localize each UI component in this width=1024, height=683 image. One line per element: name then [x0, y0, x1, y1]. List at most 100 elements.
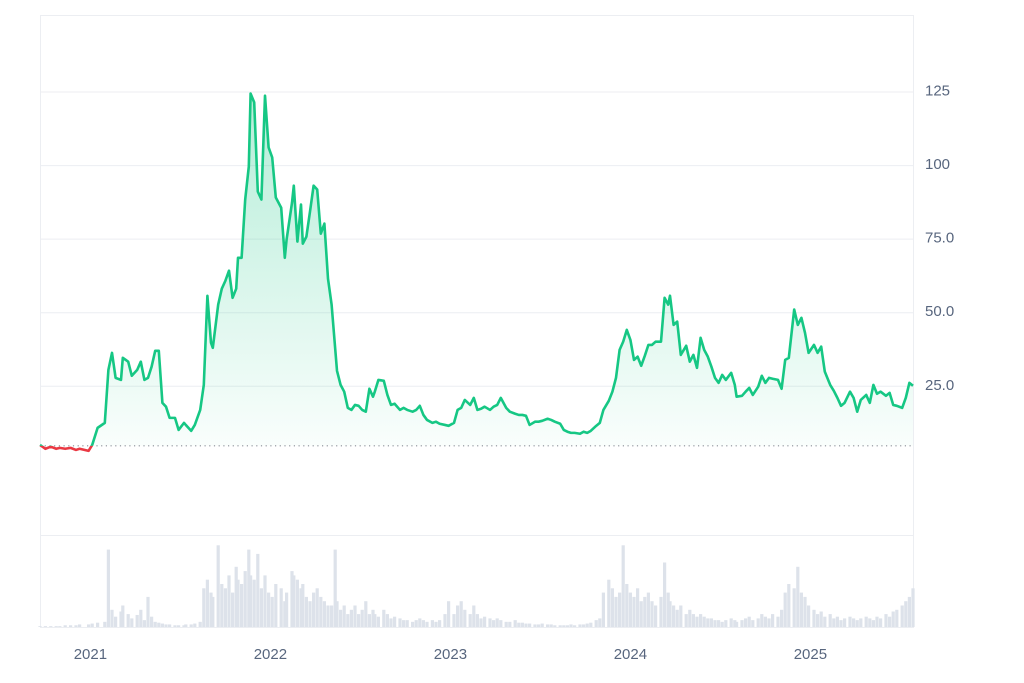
volume-bar [636, 588, 640, 627]
volume-bar [198, 621, 202, 627]
volume-bar [495, 618, 499, 627]
volume-bar [247, 549, 251, 627]
volume-bar [173, 625, 177, 627]
volume-bar [585, 623, 589, 627]
volume-bar [398, 618, 402, 627]
volume-bar [164, 624, 168, 627]
volume-bar [812, 609, 816, 627]
volume-bar [760, 614, 764, 627]
volume-bar [290, 571, 294, 627]
volume-bar [562, 625, 566, 627]
volume-bar [625, 584, 629, 627]
volume-bar [864, 616, 868, 627]
volume-bar [884, 614, 888, 627]
volume-bar [90, 623, 94, 627]
volume-bar [299, 588, 303, 627]
volume-bar [546, 624, 550, 627]
volume-bar [252, 579, 256, 627]
volume-bar [193, 623, 197, 627]
volume-bar [114, 616, 118, 627]
volume-bar [799, 592, 803, 627]
volume-bar [74, 625, 78, 627]
volume-bar [835, 616, 839, 627]
price-line-up [39, 92, 914, 446]
volume-bar [342, 605, 346, 627]
price-line [39, 92, 914, 453]
volume-bar [713, 620, 717, 627]
volume-bar [717, 620, 721, 627]
volume-bar [385, 614, 389, 627]
volume-bar [589, 622, 593, 627]
volume-bar [558, 625, 562, 627]
volume-bar [646, 592, 650, 627]
volume-bar [256, 553, 260, 627]
volume-bar [729, 618, 733, 627]
volume-bar [78, 624, 82, 627]
volume-bar [488, 618, 492, 627]
volume-bar [227, 575, 231, 627]
volume-bar [209, 592, 213, 627]
volume-bar [418, 618, 422, 627]
volume-bar [319, 596, 323, 627]
volume-bar [888, 616, 892, 627]
volume-bar [430, 620, 434, 627]
volume-bar [150, 616, 154, 627]
volume-bar [879, 618, 883, 627]
volume-bar [360, 609, 364, 627]
volume-bar [607, 579, 611, 627]
volume-bar [796, 566, 800, 627]
volume-bar [220, 584, 224, 627]
volume-bar [335, 601, 339, 627]
volume-bar [537, 624, 541, 627]
volume-bar [182, 625, 186, 627]
volume-bar [803, 596, 807, 627]
volume-bar [904, 601, 908, 627]
volume-bar [452, 614, 456, 627]
volume-bar [189, 624, 193, 627]
volume-bar [871, 620, 875, 627]
volume-bar [463, 609, 467, 627]
volume-bar [492, 620, 496, 627]
volume-bar [735, 621, 739, 627]
volume-bar [891, 611, 895, 627]
y-tick-label: 50.0 [925, 303, 954, 320]
x-tick-label: 2021 [74, 646, 107, 663]
y-tick-label: 125 [925, 82, 950, 99]
volume-bar [524, 623, 528, 627]
volume-bar [792, 588, 796, 627]
volume-bar [859, 618, 863, 627]
volume-bar [414, 620, 418, 627]
volume-bar [868, 618, 872, 627]
volume-bar [828, 614, 832, 627]
volume-bar [285, 592, 289, 627]
volume-bar [389, 618, 393, 627]
volume-bar [852, 618, 856, 627]
volume-bar [421, 620, 425, 627]
volume-bar [259, 588, 263, 627]
volume-bar [177, 625, 181, 627]
volume-bar [594, 620, 598, 627]
volume-bar [267, 592, 271, 627]
y-tick-label: 100 [925, 156, 950, 173]
y-tick-label: 75.0 [925, 230, 954, 247]
volume-bar [49, 626, 53, 627]
volume-bar [668, 601, 672, 627]
volume-bar [274, 584, 278, 627]
volume-bar [499, 620, 503, 627]
volume-bar [472, 605, 476, 627]
volume-bar [367, 614, 371, 627]
volume-bar [578, 624, 582, 627]
volume-bar [776, 616, 780, 627]
volume-bar [142, 620, 146, 627]
volume-bar [270, 596, 274, 627]
volume-bar [301, 584, 305, 627]
volume-bar [659, 596, 663, 627]
volume-bar [153, 621, 157, 627]
volume-bar [263, 575, 267, 627]
volume-bar [724, 620, 728, 627]
volume-bar [756, 618, 760, 627]
volume-bar [43, 626, 47, 627]
volume-bar [231, 592, 235, 627]
volume-bar [654, 605, 658, 627]
axis-labels: 25.0 50.0 75.0 100 125 2021 2022 2023 2024 2025 [74, 82, 954, 662]
